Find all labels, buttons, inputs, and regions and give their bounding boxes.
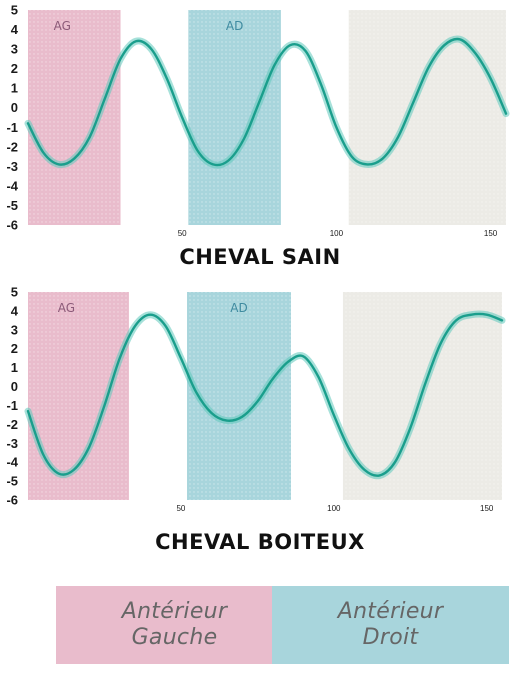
y-tick-label: -1: [6, 398, 18, 413]
y-tick-label: 1: [11, 360, 18, 375]
y-tick-label: -3: [6, 159, 18, 174]
y-tick-label: -4: [6, 178, 18, 193]
y-tick-label: -5: [6, 198, 18, 213]
band-label-ag: AG: [58, 301, 75, 315]
band-label-ag: AG: [54, 19, 71, 33]
chart-cheval-sain: AG AD 5 4 3 2 1 0 -1 -2 -3 -4 -5 -6 50 100 150: [6, 3, 510, 238]
x-tick-label: 50: [176, 504, 185, 513]
y-tick-label: 2: [11, 341, 18, 356]
y-tick-label: 0: [11, 100, 18, 115]
y-tick-label: 4: [11, 303, 19, 318]
y-tick-label: -1: [6, 120, 18, 135]
x-tick-label: 150: [480, 504, 494, 513]
series-line: [26, 37, 508, 167]
band-ad: [187, 292, 291, 500]
y-tick-label: 1: [11, 81, 18, 96]
y-tick-label: -4: [6, 455, 18, 470]
chart-title-cheval-sain: CHEVAL SAIN: [179, 245, 341, 269]
band-ag: [28, 10, 121, 225]
x-tick-label: 100: [330, 229, 344, 238]
series-line: [26, 312, 504, 477]
legend-ag-line2: Gauche: [131, 625, 218, 650]
x-tick-label: 150: [484, 229, 498, 238]
legend-ag-line1: Antérieur: [121, 598, 228, 624]
band-label-ad: AD: [226, 19, 243, 33]
y-tick-label: -5: [6, 474, 18, 489]
y-tick-label: 5: [11, 285, 18, 300]
y-tick-label: 3: [11, 322, 18, 337]
y-tick-label: -2: [6, 417, 18, 432]
legend-ad-line2: Droit: [362, 625, 419, 650]
y-tick-label: -6: [6, 493, 18, 508]
y-tick-label: 4: [11, 22, 19, 37]
y-tick-label: 5: [11, 3, 18, 18]
y-tick-label: 0: [11, 379, 18, 394]
y-tick-label: -6: [6, 218, 18, 233]
legend-ad-line1: Antérieur: [337, 598, 444, 624]
y-tick-label: -2: [6, 139, 18, 154]
x-tick-label: 50: [178, 229, 187, 238]
legend-anterieur-gauche: Antérieur Gauche: [56, 586, 293, 664]
band-label-ad: AD: [230, 301, 247, 315]
band-neutral: [348, 10, 506, 225]
y-tick-label: -3: [6, 436, 18, 451]
chart-cheval-boiteux: AG AD 5 4 3 2 1 0 -1 -2 -3 -4 -5 -6 50 100 150: [6, 285, 506, 513]
legend-anterieur-droit: Antérieur Droit: [272, 586, 509, 664]
band-ad: [188, 10, 281, 225]
chart-title-cheval-boiteux: CHEVAL BOITEUX: [155, 530, 365, 554]
y-tick-label: 2: [11, 61, 18, 76]
y-tick-label: 3: [11, 42, 18, 57]
x-tick-label: 100: [327, 504, 341, 513]
